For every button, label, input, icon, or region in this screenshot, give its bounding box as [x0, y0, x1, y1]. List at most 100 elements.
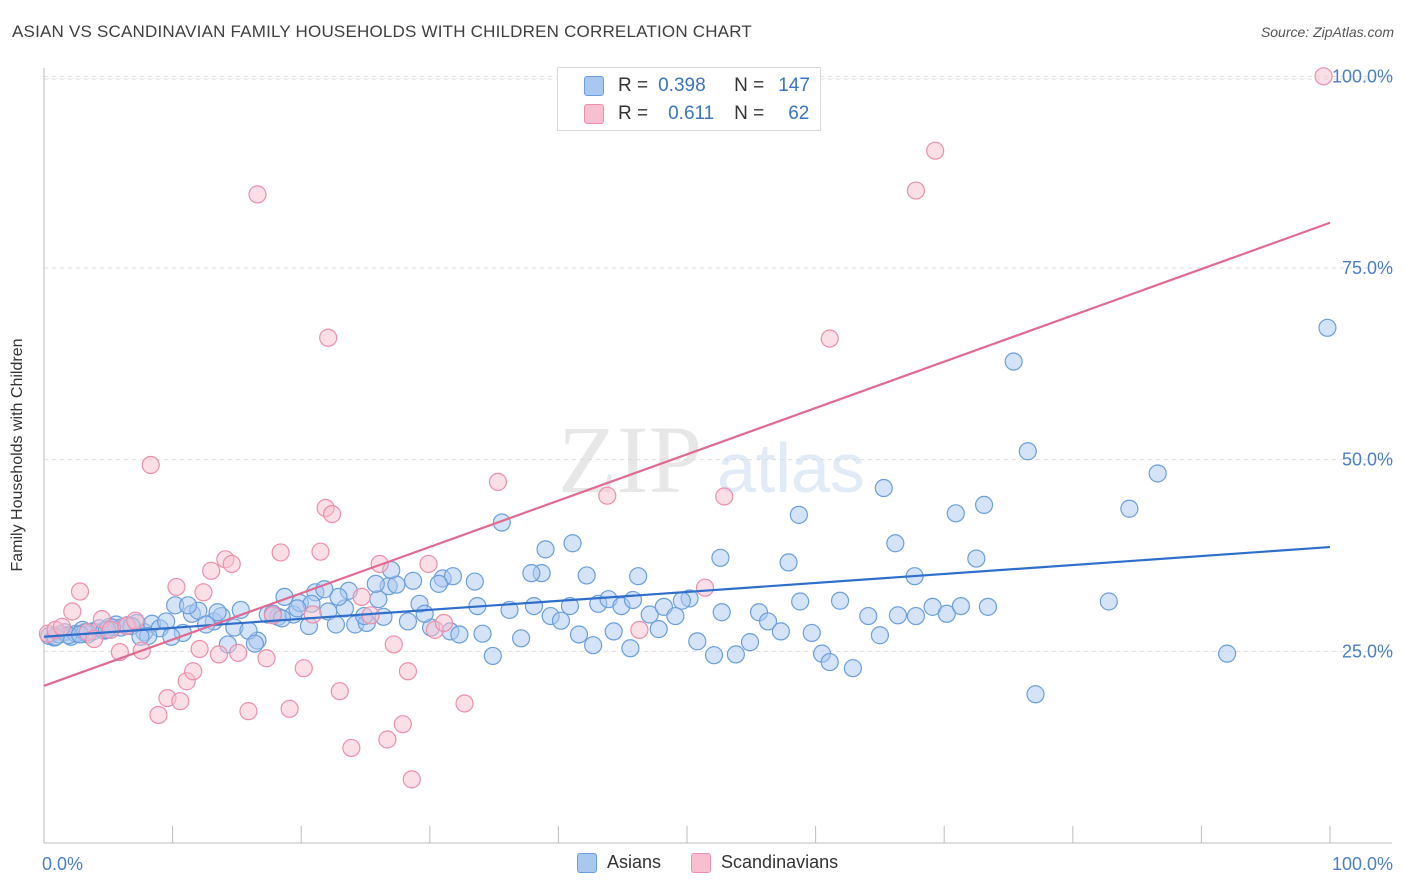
scandinavians-point [52, 617, 72, 636]
scandinavians-point [271, 543, 290, 562]
scandinavians-point [63, 602, 82, 621]
asians-point [672, 591, 691, 610]
asians-point [874, 478, 893, 498]
legend-n-value: 147 [778, 75, 810, 96]
watermark: ZIP atlas [558, 406, 865, 513]
asians-point [978, 597, 998, 616]
asians-point [1004, 352, 1023, 371]
legend-n-label: N = [734, 75, 765, 96]
asians-point [536, 540, 555, 559]
scandinavians-point [455, 694, 474, 713]
asians-point [791, 592, 810, 611]
legend-n-value: 62 [788, 103, 810, 124]
asians-point [563, 534, 582, 553]
asians-point [906, 606, 926, 626]
asians-swatch [577, 852, 597, 873]
scandinavians-point [820, 329, 839, 348]
asians-point [245, 634, 265, 653]
scandinavians-point [319, 328, 338, 347]
axes [43, 68, 1392, 844]
scandinavians-point [402, 770, 421, 789]
asians-point [1026, 685, 1045, 704]
asians-point [288, 599, 307, 618]
scandinavians-point [322, 504, 342, 524]
y-tick-label: 50.0% [1342, 450, 1393, 470]
asians-point [802, 623, 821, 643]
tick-labels: 25.0% 50.0% 75.0% 100.0% 0.0% 100.0% [42, 66, 1393, 874]
scandinavians-point [715, 487, 734, 506]
legend-r-value: 0.611 [668, 103, 715, 124]
asians-point [560, 596, 580, 616]
legend-asians-label: Asians [607, 852, 662, 872]
asians-point [649, 619, 668, 639]
scandinavians-point [126, 611, 145, 630]
asians-point [403, 571, 423, 590]
asians-point [740, 633, 760, 652]
legend-n-label: N = [734, 103, 765, 124]
asians-point [208, 603, 227, 622]
asians-point [726, 645, 745, 664]
asians-point [329, 587, 348, 607]
scandinavians-point [906, 181, 926, 200]
asians-point [429, 574, 448, 593]
asians-point [1120, 499, 1139, 518]
asians-point [473, 624, 492, 643]
asians-point [886, 534, 905, 553]
scandinavians-point [342, 738, 361, 758]
scandinavians-point [598, 486, 617, 505]
asians-point [326, 615, 346, 634]
scandinavians-point [222, 554, 241, 574]
asians-point [771, 622, 790, 641]
scandinavians-point [85, 629, 104, 649]
scandinavians-point [1314, 67, 1333, 86]
asians-point [758, 612, 778, 631]
asians-point [946, 504, 965, 523]
asians-point [604, 622, 623, 641]
asians-point [551, 611, 571, 630]
scandinavians-point [330, 682, 349, 701]
scandinavians-point [194, 583, 213, 602]
scandinavians-point [70, 582, 90, 601]
scandinavians-trend-line [43, 221, 1331, 687]
asians-point [967, 549, 986, 568]
legend-r-label: R = [618, 103, 649, 124]
asians-point [640, 605, 659, 624]
scandinavians-point [167, 577, 186, 597]
x-tick-label: 100.0% [1332, 854, 1393, 874]
legend-row-asians: R = 0.398 N = 147 [584, 74, 810, 98]
asians-point [859, 606, 878, 626]
series-legend: Asians Scandinavians [577, 852, 868, 873]
asians-point [779, 553, 798, 572]
asians-point [522, 564, 541, 583]
asians-point [688, 632, 707, 651]
scandinavians-point [248, 185, 267, 204]
asians-point [704, 646, 724, 665]
asians-point [584, 636, 603, 655]
asians-point [415, 604, 434, 623]
asians-trend-line [43, 545, 1331, 638]
scandinavians-point [303, 605, 322, 624]
scandinavians-swatch [691, 852, 712, 873]
scandinavians-point [926, 141, 945, 160]
scandinavians-point [630, 620, 649, 639]
asians-point [398, 612, 418, 631]
asians-point [512, 629, 531, 648]
chart-title: ASIAN VS SCANDINAVIAN FAMILY HOUSEHOLDS … [12, 22, 752, 41]
asians-point [443, 567, 463, 586]
scandinavians-point [419, 554, 438, 574]
watermark-atlas: atlas [717, 429, 865, 507]
y-tick-label: 75.0% [1342, 258, 1393, 278]
scandinavians-point [280, 699, 299, 718]
asians-point [1148, 464, 1167, 483]
correlation-legend: R = 0.398 N = 147 R = 0.611 N = 62 [557, 67, 821, 131]
watermark-zip: ZIP [558, 406, 702, 513]
scandinavians-point [184, 662, 203, 681]
x-tick-label: 0.0% [42, 854, 83, 874]
scandinavians-point [171, 692, 190, 711]
asians-point [621, 639, 640, 658]
asians-point [623, 590, 643, 610]
asians-point [450, 625, 469, 644]
asians-point [178, 596, 198, 615]
scandinavians-point [434, 613, 454, 633]
